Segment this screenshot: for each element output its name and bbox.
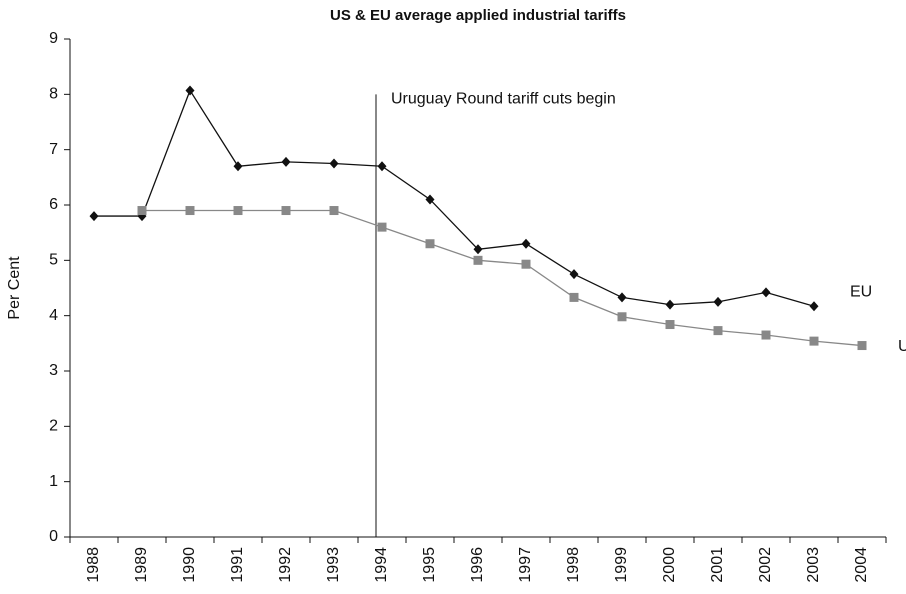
x-tick-label: 1990 <box>181 547 198 583</box>
point <box>281 206 291 216</box>
point <box>281 156 291 167</box>
point <box>377 222 387 232</box>
series-line <box>94 89 815 307</box>
x-tick-label: 1997 <box>517 547 534 583</box>
point <box>761 330 771 340</box>
series-line <box>142 209 863 347</box>
point <box>665 320 675 330</box>
point <box>185 206 195 216</box>
x-tick-label: 2003 <box>805 547 822 583</box>
point <box>713 296 723 307</box>
point <box>761 287 771 298</box>
y-tick-label: 1 <box>49 473 58 490</box>
point <box>665 299 675 310</box>
legend-label: EU <box>850 283 872 300</box>
x-tick-label: 1994 <box>373 547 390 583</box>
point <box>857 341 867 351</box>
point <box>425 194 435 205</box>
x-tick-label: 1989 <box>133 547 150 583</box>
y-tick-label: 7 <box>49 141 58 158</box>
point <box>569 292 579 302</box>
y-tick-label: 8 <box>49 86 58 103</box>
y-tick-label: 6 <box>49 196 58 213</box>
chart-title: US & EU average applied industrial tarif… <box>330 7 626 24</box>
point <box>473 255 483 265</box>
x-tick-label: 1988 <box>85 547 102 583</box>
point <box>425 239 435 249</box>
point <box>233 161 243 172</box>
x-tick-label: 1992 <box>277 547 294 583</box>
x-tick-label: 1999 <box>613 547 630 583</box>
x-tick-label: 2004 <box>853 547 870 583</box>
y-tick-label: 2 <box>49 418 58 435</box>
x-tick-label: 1991 <box>229 547 246 583</box>
point <box>89 211 99 222</box>
point <box>617 312 627 322</box>
point <box>185 85 195 96</box>
point <box>521 259 531 269</box>
point <box>569 269 579 280</box>
point <box>809 336 819 346</box>
x-tick-label: 1995 <box>421 547 438 583</box>
point <box>473 244 483 255</box>
x-tick-label: 1998 <box>565 547 582 583</box>
y-tick-label: 0 <box>49 528 58 545</box>
point <box>617 292 627 303</box>
point <box>521 238 531 249</box>
annotation: Uruguay Round tariff cuts begin <box>391 91 616 108</box>
point <box>329 206 339 216</box>
point <box>809 301 819 312</box>
point <box>329 158 339 169</box>
y-tick-label: 5 <box>49 252 58 269</box>
x-tick-label: 1996 <box>469 547 486 583</box>
point <box>713 326 723 336</box>
x-tick-label: 1993 <box>325 547 342 583</box>
x-tick-label: 2000 <box>661 547 678 583</box>
legend-label: US <box>898 338 906 355</box>
y-tick-label: 9 <box>49 30 58 47</box>
x-tick-label: 2001 <box>709 547 726 583</box>
y-tick-label: 4 <box>49 307 58 324</box>
point <box>377 161 387 172</box>
y-tick-label: 3 <box>49 362 58 379</box>
y-axis-label: Per Cent <box>6 256 23 320</box>
x-tick-label: 2002 <box>757 547 774 583</box>
point <box>233 206 243 216</box>
point <box>137 206 147 216</box>
